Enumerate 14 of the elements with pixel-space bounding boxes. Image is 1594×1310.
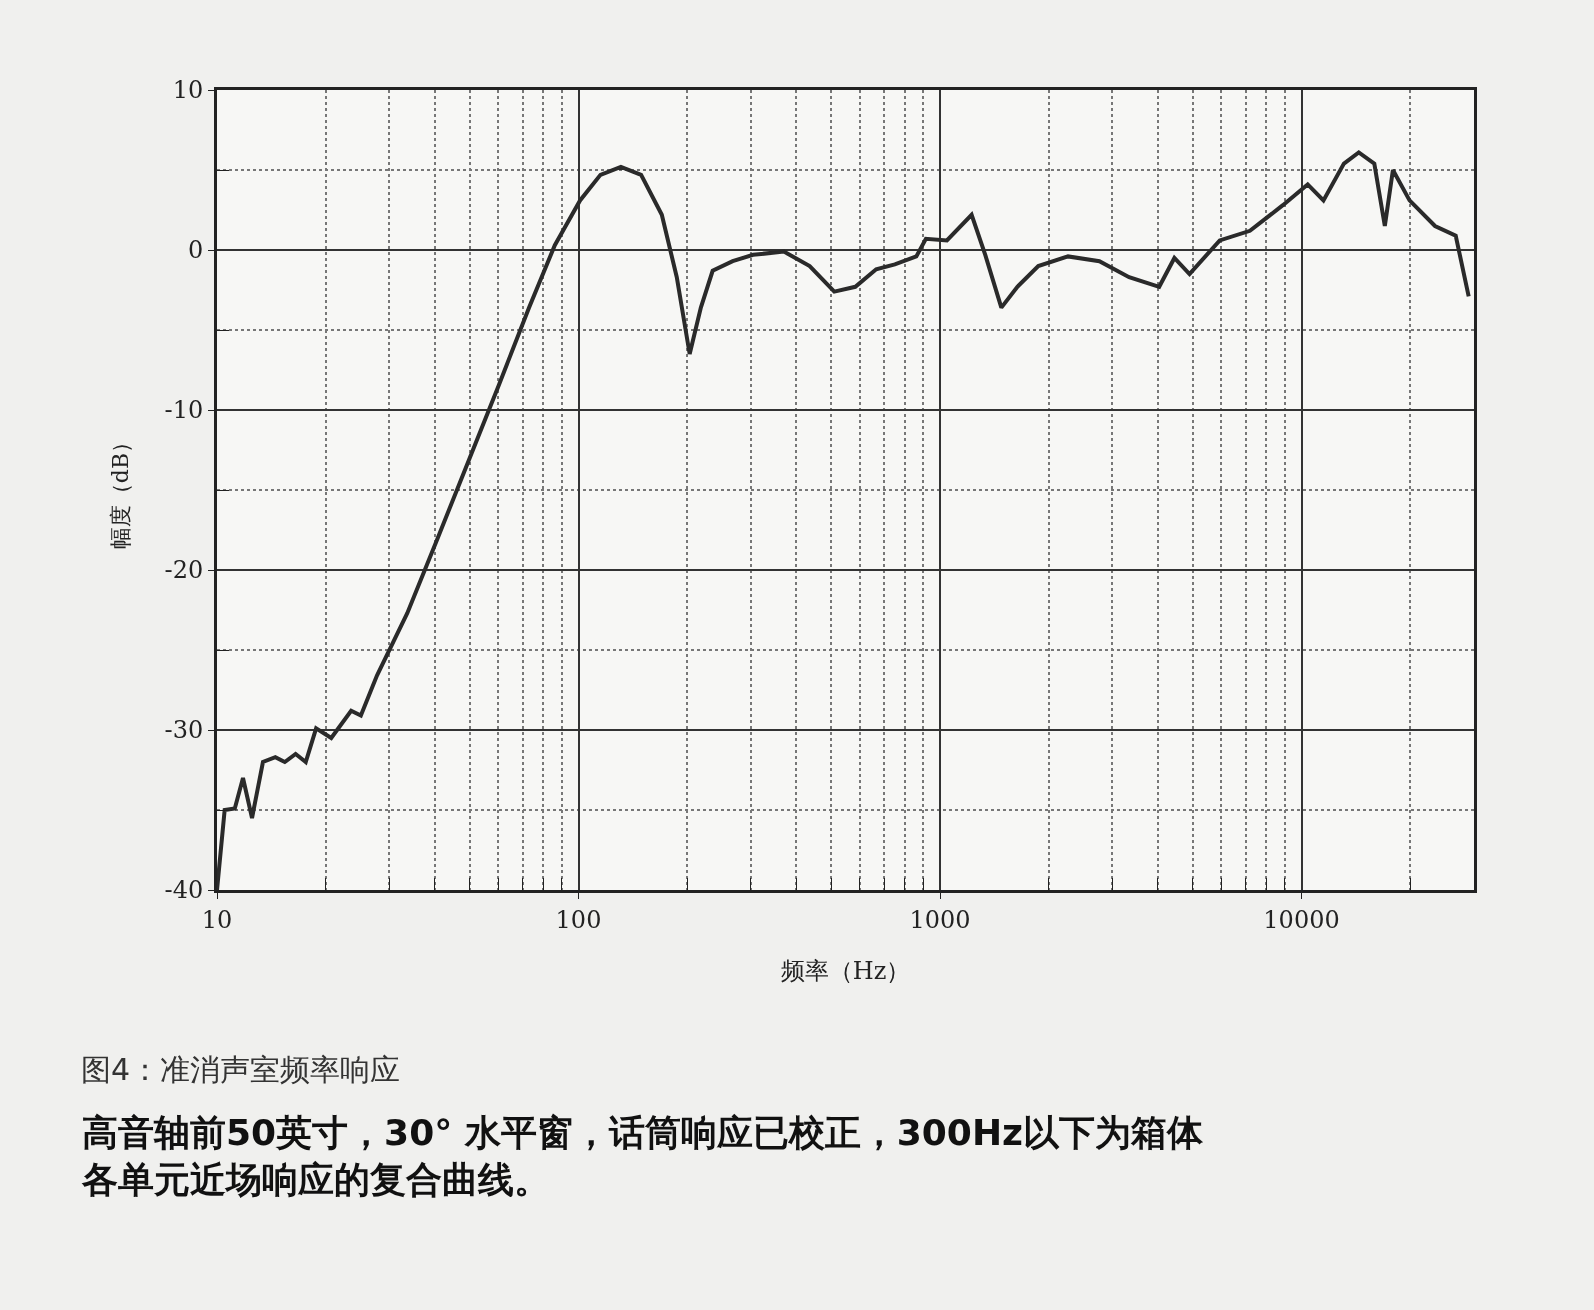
x-axis-title: 频率（Hz） [780, 957, 911, 986]
caption: 图4：准消声室频率响应 [81, 1052, 401, 1087]
x-tick-label: 10 [201, 905, 233, 934]
y-tick-label: 0 [187, 236, 204, 265]
x-tick-label: 1000 [909, 905, 971, 934]
y-axis-title: 幅度（dB） [108, 430, 134, 550]
y-tick-label: -20 [164, 556, 204, 585]
x-tick-label: 100 [555, 905, 602, 934]
x-tick-label: 10000 [1263, 905, 1340, 934]
text: 高音轴前50英寸，30° 水平窗，话筒响应已校正，300Hz以下为箱体各单元近场响应的复合曲线。 [81, 1112, 1204, 1200]
y-tick-label: -10 [164, 396, 204, 425]
y-tick-label: -40 [164, 876, 204, 905]
y-tick-label: -30 [164, 716, 204, 745]
y-tick-label: 10 [172, 76, 204, 105]
